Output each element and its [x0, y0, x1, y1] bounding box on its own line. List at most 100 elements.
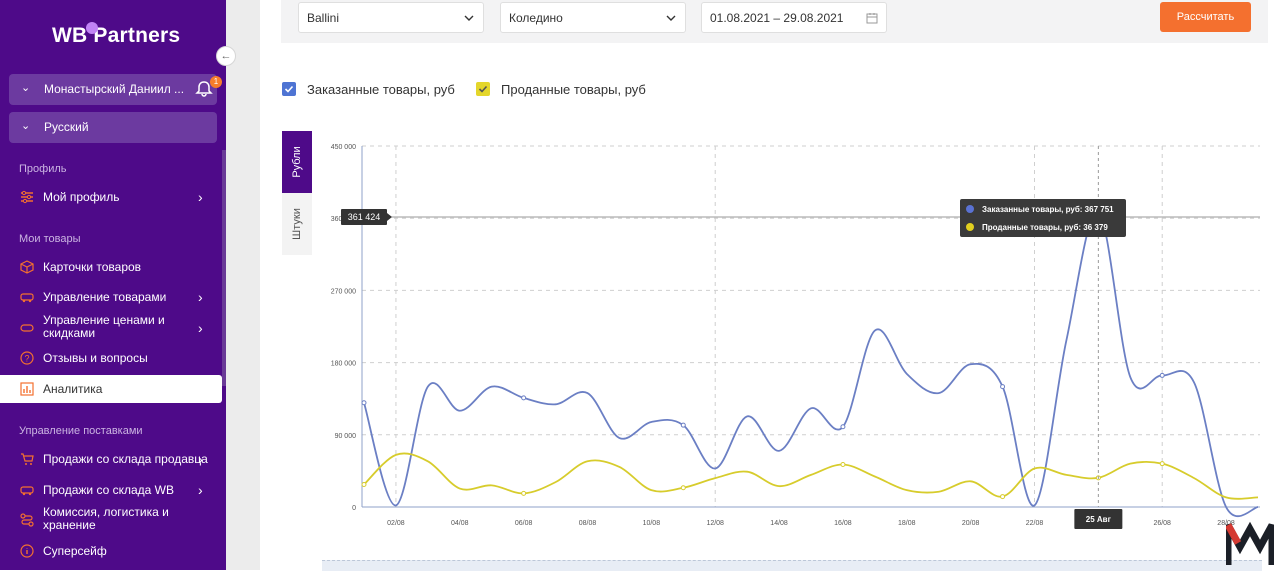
collapse-sidebar-button[interactable]: ← — [216, 46, 236, 66]
tooltip-ordered-dot — [966, 205, 974, 213]
section-profile: Профиль — [19, 163, 67, 175]
data-point[interactable] — [1159, 461, 1165, 467]
sidebar-item-wb-warehouse[interactable]: Продажи со склада WB › — [0, 476, 222, 504]
data-point[interactable] — [680, 422, 686, 428]
data-point[interactable] — [680, 485, 686, 491]
x-tick-label: 10/08 — [643, 520, 661, 527]
bell-icon[interactable] — [195, 80, 213, 98]
chevron-down-icon: ⌄ — [21, 82, 31, 94]
calculate-button[interactable]: Рассчитать — [1160, 2, 1251, 32]
chevron-right-icon: › — [198, 189, 203, 205]
truck-icon — [20, 486, 34, 496]
chevron-right-icon: › — [198, 451, 203, 467]
legend-sold-label: Проданные товары, руб — [501, 82, 646, 97]
info-icon — [20, 544, 34, 558]
y-tick-label: 90 000 — [335, 433, 357, 440]
data-point[interactable] — [361, 482, 367, 488]
truck-icon — [20, 293, 34, 303]
user-name: Монастырский Даниил ... — [44, 82, 185, 96]
calendar-icon[interactable] — [866, 12, 878, 24]
sidebar-item-label: Суперсейф — [43, 544, 107, 558]
series-ordered-line[interactable] — [363, 211, 1259, 518]
data-point[interactable] — [521, 395, 527, 401]
x-tick-label: 18/08 — [898, 520, 916, 527]
sidebar-scrollbar[interactable] — [222, 150, 226, 386]
data-point[interactable] — [1000, 494, 1006, 500]
y-tick-label: 180 000 — [331, 361, 356, 368]
user-menu[interactable]: ⌄ Монастырский Даниил ... 1 — [9, 74, 222, 105]
logo: WB Partners — [52, 24, 181, 47]
x-tick-label: 14/08 — [770, 520, 788, 527]
data-point[interactable] — [361, 400, 367, 406]
bar-chart-icon — [20, 382, 34, 396]
date-range-value: 01.08.2021 – 29.08.2021 — [710, 11, 844, 25]
brand-select[interactable]: Ballini — [298, 2, 484, 33]
tab-pcs[interactable]: Штуки — [282, 193, 312, 255]
tooltip-sold-dot — [966, 223, 974, 231]
data-point[interactable] — [840, 424, 846, 430]
sidebar-item-analytics[interactable]: Аналитика — [0, 375, 222, 403]
language-select[interactable]: ⌄ Русский — [9, 112, 217, 143]
sidebar-item-label: Аналитика — [43, 382, 103, 396]
crosshair-x-label: 25 Авг — [1086, 515, 1112, 524]
crosshair-x-label-bg — [1074, 509, 1123, 529]
brand-value: Ballini — [307, 11, 340, 25]
tab-pcs-label: Штуки — [291, 208, 303, 240]
question-icon: ? — [20, 351, 34, 365]
sidebar-item-product-cards[interactable]: Карточки товаров — [0, 253, 222, 281]
data-point[interactable] — [840, 461, 846, 467]
sidebar-item-my-profile[interactable]: Мой профиль › — [0, 183, 222, 211]
sidebar-item-reviews[interactable]: ? Отзывы и вопросы — [0, 344, 222, 372]
sliders-icon — [21, 190, 33, 204]
check-icon — [478, 85, 488, 93]
sidebar-item-supersafe[interactable]: Суперсейф — [0, 537, 222, 565]
chevron-down-icon: ⌄ — [21, 120, 31, 132]
sidebar-item-label: Продажи со склада WB — [43, 483, 174, 497]
check-icon — [284, 85, 294, 93]
sidebar-item-prices[interactable]: Управление ценами и скидками › — [0, 314, 222, 342]
x-tick-label: 08/08 — [579, 520, 597, 527]
x-tick-label: 12/08 — [706, 520, 724, 527]
y-tick-label: 270 000 — [331, 288, 356, 295]
x-tick-label: 20/08 — [962, 520, 980, 527]
x-tick-label: 22/08 — [1026, 520, 1044, 527]
tag-icon — [20, 324, 34, 332]
checkbox-sold[interactable] — [476, 82, 490, 96]
sidebar-item-manage-goods[interactable]: Управление товарами › — [0, 283, 222, 311]
section-my-goods: Мои товары — [19, 233, 81, 245]
sidebar-item-label: Комиссия, логистика и хранение — [43, 505, 169, 532]
x-tick-label: 16/08 — [834, 520, 852, 527]
language-label: Русский — [44, 120, 89, 134]
sidebar-item-label: Отзывы и вопросы — [43, 351, 148, 365]
x-tick-label: 06/08 — [515, 520, 533, 527]
notification-badge: 1 — [210, 76, 222, 88]
y-tick-label: 450 000 — [331, 144, 356, 151]
sidebar-item-commission[interactable]: Комиссия, логистика и хранение — [0, 506, 222, 534]
crosshair-y-label-pointer — [387, 213, 392, 222]
route-icon — [20, 513, 34, 527]
series-sold-line[interactable] — [363, 452, 1259, 500]
tooltip-ordered-text: Заказанные товары, руб: 367 751 — [982, 205, 1114, 214]
box-icon — [20, 260, 34, 274]
data-point[interactable] — [1000, 384, 1006, 390]
warehouse-select[interactable]: Коледино — [500, 2, 686, 33]
date-range-input[interactable]: 01.08.2021 – 29.08.2021 — [701, 2, 887, 33]
x-tick-label: 02/08 — [387, 520, 405, 527]
crosshair-y-label-bg — [341, 209, 387, 226]
tab-rub-label: Рубли — [291, 146, 303, 178]
range-navigator[interactable] — [322, 560, 1262, 571]
chevron-down-icon — [666, 15, 676, 21]
data-point[interactable] — [521, 490, 527, 496]
tab-rub[interactable]: Рубли — [282, 131, 312, 193]
chevron-down-icon — [464, 15, 474, 21]
sidebar-item-seller-warehouse[interactable]: Продажи со склада продавца › — [0, 445, 222, 473]
checkbox-ordered[interactable] — [282, 82, 296, 96]
gutter — [226, 0, 260, 570]
m-logo-icon — [1226, 521, 1274, 565]
sidebar: WB Partners ⌄ Монастырский Даниил ... 1 … — [0, 0, 226, 570]
data-point[interactable] — [1159, 372, 1165, 378]
sidebar-item-label: Управление ценами и скидками — [43, 313, 165, 340]
sidebar-item-label: Карточки товаров — [43, 260, 142, 274]
tooltip-sold-text: Проданные товары, руб: 36 379 — [982, 223, 1108, 232]
